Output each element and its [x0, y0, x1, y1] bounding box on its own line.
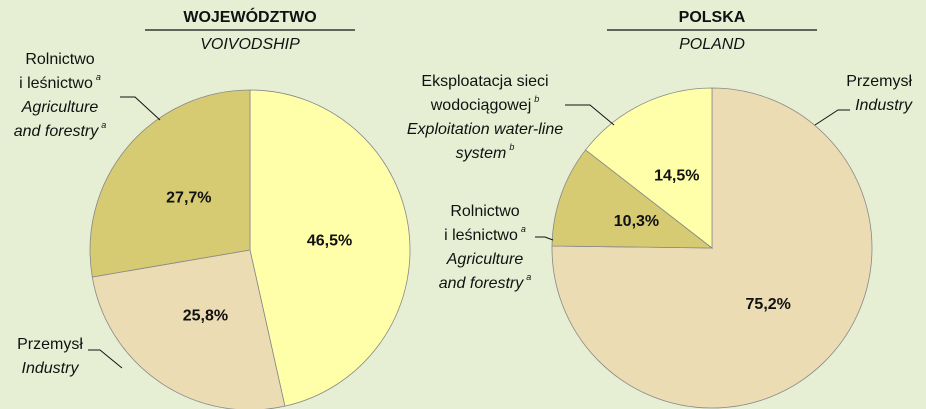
footnote-mark: b — [509, 142, 514, 152]
label-text: i leśnictwo — [444, 227, 518, 244]
category-label: Agriculture — [21, 99, 99, 116]
chart-title: POLSKA — [679, 9, 746, 26]
pie-slice — [91, 249, 286, 409]
category-label: i leśnictwo a — [19, 72, 101, 92]
label-text: Agriculture — [21, 99, 99, 116]
chart-subtitle: POLAND — [679, 36, 745, 53]
chart-title: WOJEWÓDZTWO — [183, 7, 316, 26]
category-label: Przemysł — [846, 73, 912, 90]
footnote-mark: a — [96, 72, 101, 82]
value-label: 25,8% — [183, 308, 228, 325]
category-label: system b — [456, 142, 515, 162]
category-label: i leśnictwo a — [444, 224, 526, 244]
leader-line — [565, 104, 615, 126]
category-label: and forestry a — [14, 120, 107, 140]
value-label: 46,5% — [307, 232, 352, 249]
leader-line — [120, 96, 161, 121]
value-label: 75,2% — [746, 296, 791, 313]
label-text: Exploitation water-line — [407, 121, 563, 138]
label-text: Agriculture — [446, 251, 524, 268]
footnote-mark: a — [521, 224, 526, 234]
value-label: 14,5% — [654, 167, 699, 184]
value-label: 27,7% — [166, 190, 211, 207]
pie-slice — [551, 149, 714, 249]
category-label: Agriculture — [446, 251, 524, 268]
chart-subtitle: VOIVODSHIP — [200, 36, 300, 53]
category-label: wodociągowej b — [430, 94, 540, 114]
label-text: Rolnictwo — [450, 203, 519, 220]
category-label: Industry — [855, 97, 913, 114]
leader-line — [535, 236, 554, 241]
label-text: Industry — [855, 97, 913, 114]
category-label: Eksploatacja sieci — [421, 73, 548, 90]
category-label: Exploitation water-line — [407, 121, 563, 138]
category-label: Industry — [22, 360, 80, 377]
category-label: Rolnictwo — [450, 203, 519, 220]
category-label: and forestry a — [439, 272, 532, 292]
category-label: Przemysł — [17, 336, 83, 353]
label-text: Eksploatacja sieci — [421, 73, 548, 90]
label-text: i leśnictwo — [19, 75, 93, 92]
label-text: Przemysł — [846, 73, 912, 90]
category-label: Rolnictwo — [25, 51, 94, 68]
label-text: Rolnictwo — [25, 51, 94, 68]
label-text: Industry — [22, 360, 80, 377]
pie-slice — [89, 89, 251, 278]
leader-line — [88, 349, 123, 369]
pie-slice — [585, 87, 713, 249]
pie-slice — [249, 89, 411, 407]
value-label: 10,3% — [614, 213, 659, 230]
label-text: and forestry — [439, 275, 524, 292]
footnote-mark: a — [101, 120, 106, 130]
label-text: system — [456, 145, 507, 162]
label-text: and forestry — [14, 123, 99, 140]
footnote-mark: a — [526, 272, 531, 282]
leader-line — [814, 109, 850, 126]
label-text: Przemysł — [17, 336, 83, 353]
label-text: wodociągowej — [430, 97, 532, 114]
footnote-mark: b — [534, 94, 539, 104]
